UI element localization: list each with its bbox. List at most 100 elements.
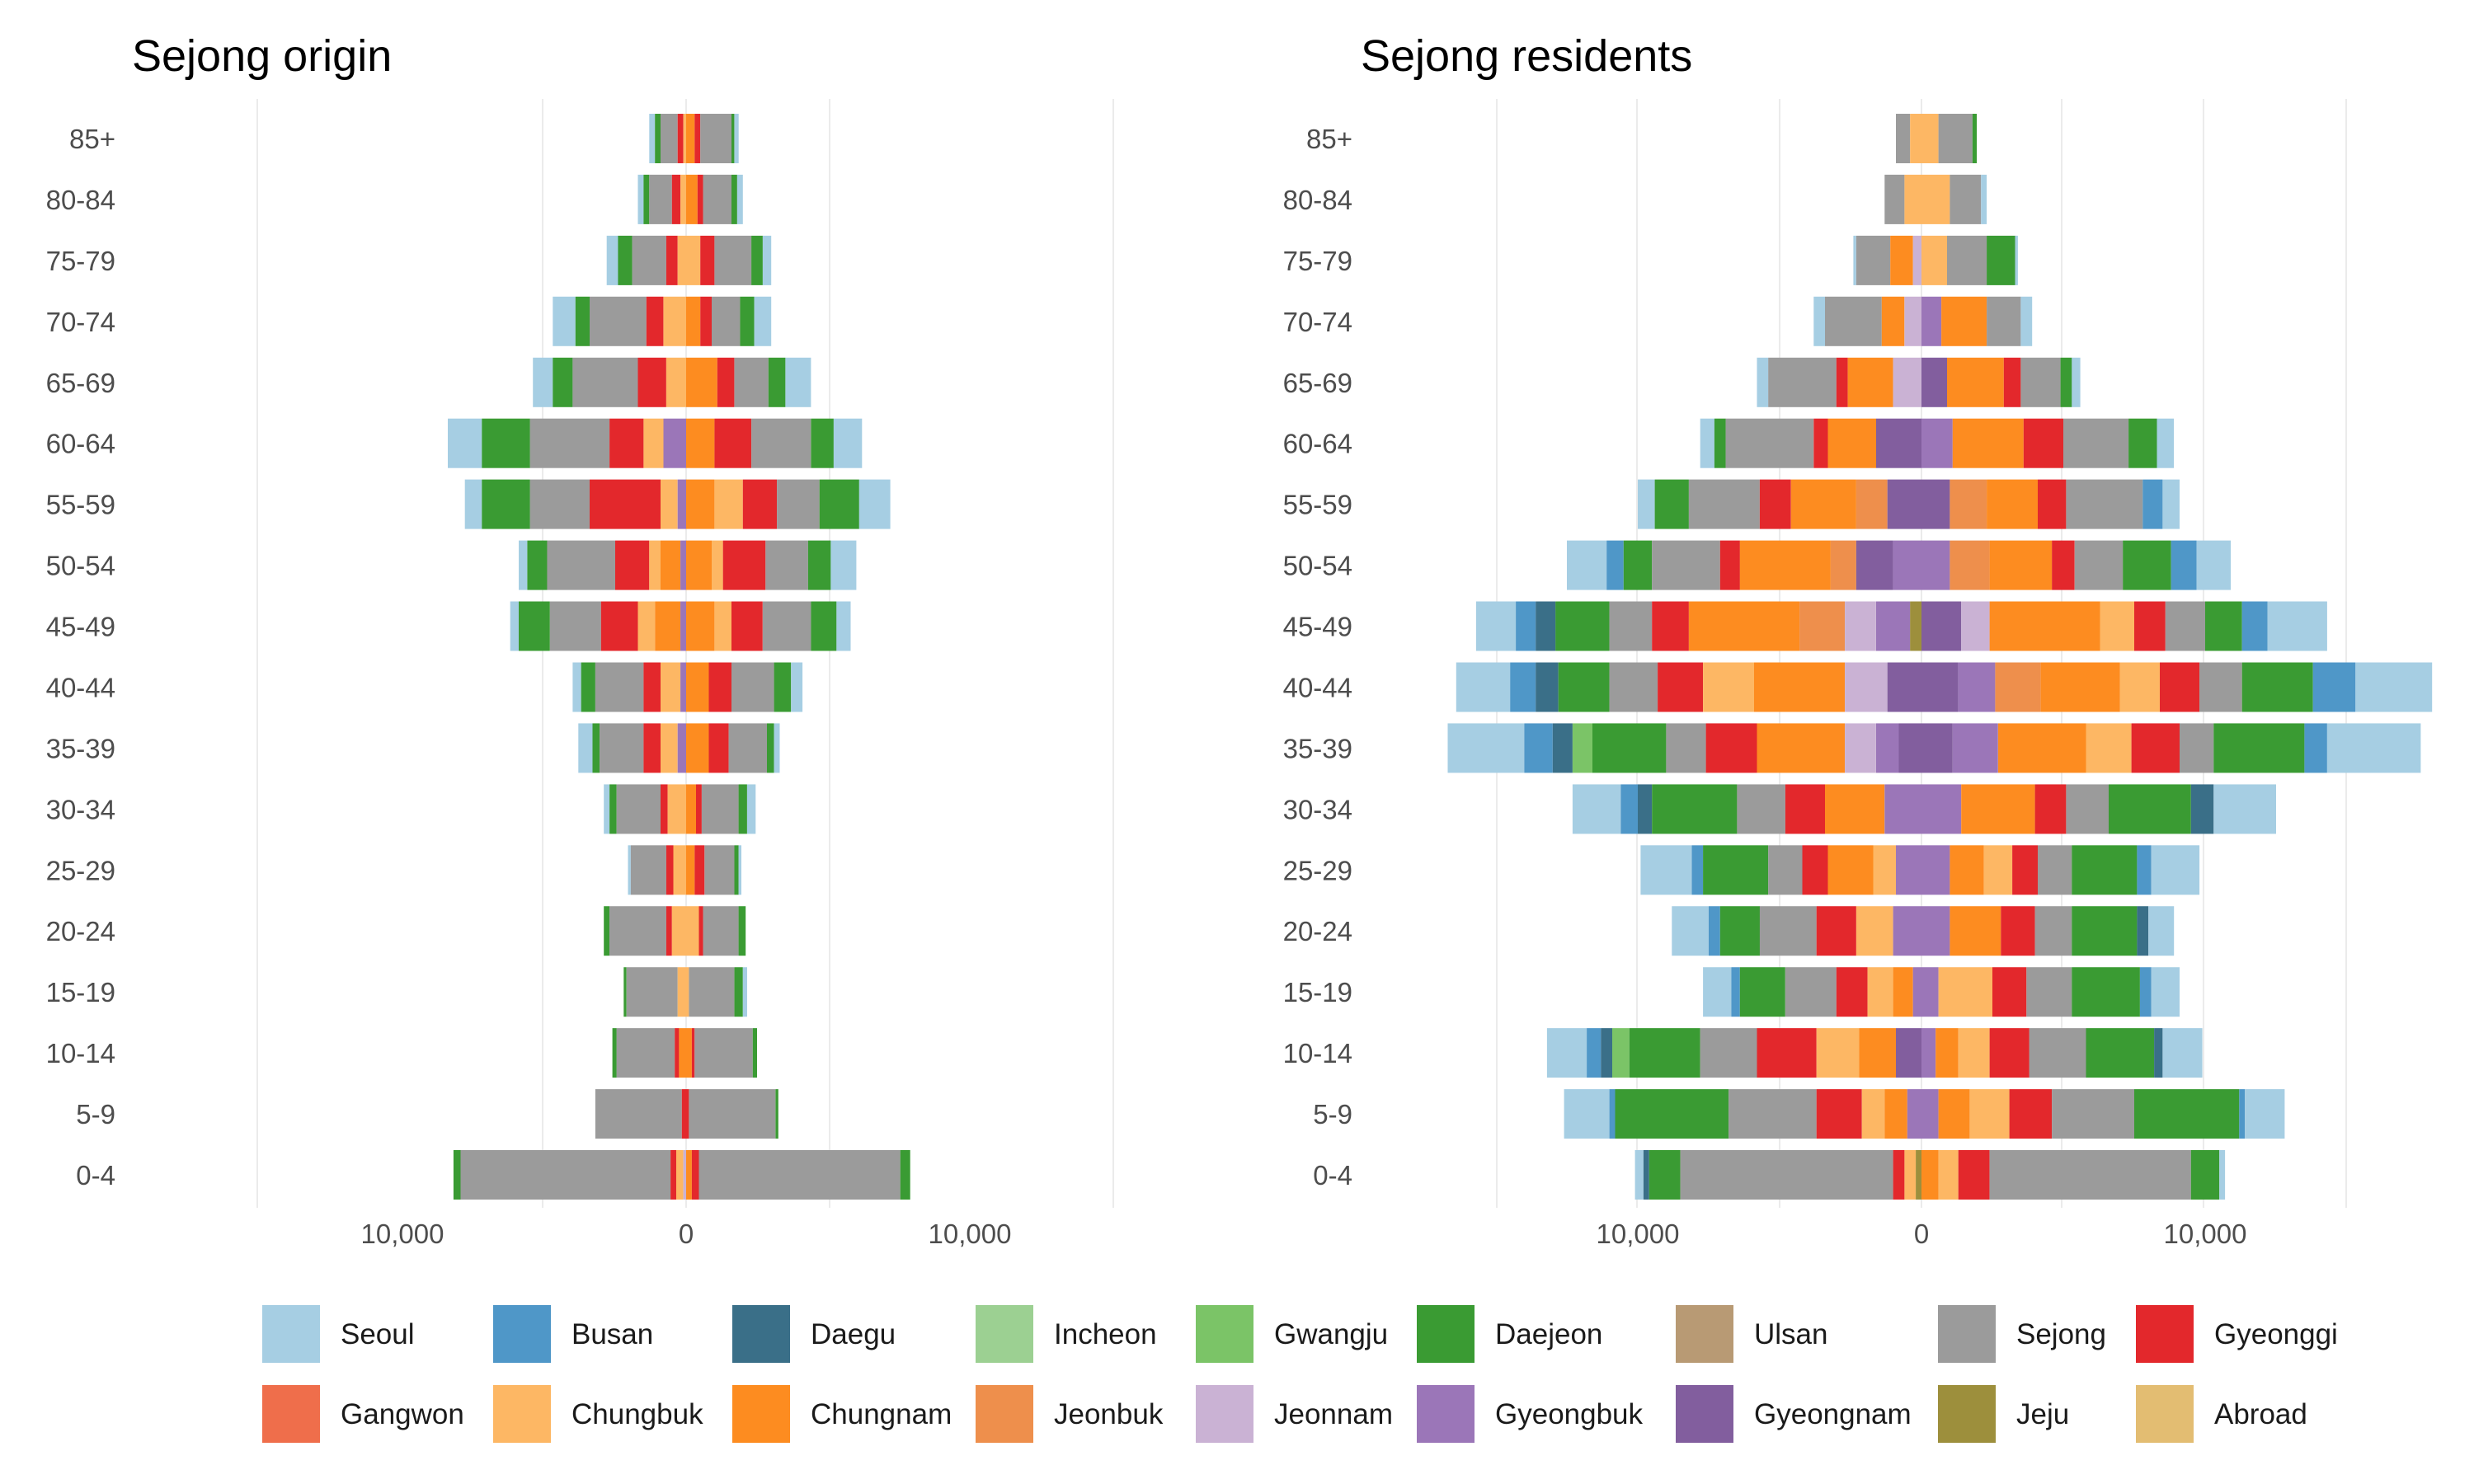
bar-segment-gyeonggi [742,479,778,529]
legend-swatch [493,1385,551,1443]
bar-segment-sejong [694,1028,753,1078]
panel-title: Sejong residents [1361,31,1692,81]
bar-segment-gyeonggi [1813,418,1828,468]
bar-segment-daegu [1536,601,1556,651]
bar-segment-sejong [1759,906,1817,956]
legend-swatch [1196,1305,1253,1363]
bar-segment-daejeon [482,418,530,468]
bar-segment-chungbuk [667,784,686,834]
bar-segment-chungnam [686,540,712,590]
bar-segment-gyeongbuk [1893,906,1921,956]
bar-segment-busan [1516,601,1536,651]
bar-segment-seoul [2196,540,2231,590]
bar-segment-gyeongbuk [1921,784,1962,834]
bar-segment-sejong [547,540,615,590]
bar-segment-chungbuk [686,967,689,1017]
legend-item-sejong: Sejong [1938,1305,2106,1363]
bar-segment-gyeongbuk [663,418,686,468]
legend-label: Abroad [2214,1398,2307,1430]
bar-segment-daegu [1643,1150,1649,1200]
bar-segment-daejeon [819,479,859,529]
bar-segment-seoul [1700,418,1714,468]
panel-title: Sejong origin [132,31,392,81]
bar-5-9 [1564,1089,2285,1139]
bar-segment-chungnam [1989,601,2100,651]
bar-segment-gyeonggi [2131,723,2180,773]
bar-segment-chungnam [655,601,681,651]
age-label: 45-49 [1283,612,1352,642]
bar-segment-daejeon [1714,418,1726,468]
bar-segment-gyeongnam [1921,662,1959,712]
age-label: 55-59 [1283,490,1352,520]
bar-segment-sejong [2029,1028,2086,1078]
bar-40-44 [572,662,803,712]
bar-segment-chungbuk [661,479,678,529]
bar-segment-chungnam [1825,784,1885,834]
age-label: 50-54 [46,551,115,581]
bar-segment-seoul [2326,723,2421,773]
bar-segment-chungnam [1884,1089,1907,1139]
bar-segment-jeonnam [1893,357,1921,407]
bar-segment-chungbuk [1904,1150,1917,1200]
bar-segment-daejeon [775,1089,778,1139]
bar-segment-sejong [689,1089,776,1139]
bar-segment-gyeongnam [1921,357,1947,407]
bar-segment-chungnam [1893,967,1913,1017]
bar-segment-gyeonggi [1893,1150,1905,1200]
bar-segment-jeonnam [1845,723,1876,773]
bar-segment-seoul [762,235,772,285]
bar-segment-seoul [734,114,739,163]
bar-segment-gwangju [1572,723,1592,773]
bar-segment-seoul [785,357,811,407]
bar-segment-sejong [1947,235,1987,285]
bar-segment-chungbuk [1983,845,2013,895]
bar-segment-sejong [1989,1150,2191,1200]
bar-segment-gyeonggi [722,540,766,590]
bar-segment-chungnam [686,784,696,834]
bar-segment-daegu [1638,784,1653,834]
bar-segment-seoul [1634,1150,1644,1200]
bar-segment-jeonbuk [1995,662,2041,712]
bar-segment-daejeon [575,296,590,346]
bar-55-59 [464,479,891,529]
bar-segment-jeonnam [1845,662,1888,712]
bar-segment-seoul [1757,357,1769,407]
bar-segment-gyeongbuk [680,540,686,590]
bar-segment-gyeonggi [1836,967,1868,1017]
bar-segment-daejeon [581,662,595,712]
bar-segment-daejeon [738,784,747,834]
bar-segment-chungbuk [671,906,686,956]
age-label: 30-34 [1283,794,1352,824]
bar-segment-chungnam [686,418,715,468]
age-label: 30-34 [46,794,115,824]
bar-segment-daejeon [482,479,530,529]
legend-item-daejeon: Daejeon [1417,1305,1602,1363]
legend-item-ulsan: Ulsan [1676,1305,1827,1363]
legend-item-gangwon: Gangwon [262,1385,464,1443]
bar-segment-sejong [609,906,666,956]
bar-segment-gyeonggi [661,784,668,834]
bar-segment-daejeon [553,357,573,407]
bar-segment-chungbuk [1921,114,1939,163]
bar-segment-busan [2304,723,2327,773]
bar-segment-chungbuk [1904,174,1921,224]
bar-0-4 [1634,1150,2226,1200]
bar-0-4 [453,1150,910,1200]
bar-segment-chungnam [1935,1028,1959,1078]
bar-segment-gyeonggi [590,479,661,529]
bar-segment-busan [2137,845,2152,895]
bar-segment-daejeon [618,235,633,285]
legend-swatch [1676,1385,1733,1443]
bar-segment-gyeongnam [1887,662,1921,712]
x-tick-label: 10,000 [361,1219,444,1249]
bar-segment-gyeonggi [1989,1028,2030,1078]
bar-segment-jeonnam [1904,296,1921,346]
bar-segment-seoul [1703,967,1732,1017]
bar-segment-daejeon [1703,845,1769,895]
legend-label: Busan [571,1318,653,1350]
bar-segment-sejong [1666,723,1706,773]
legend-item-gyeongnam: Gyeongnam [1676,1385,1912,1443]
bar-segment-sejong [1729,1089,1817,1139]
bar-segment-sejong [2063,418,2129,468]
bar-segment-sejong [1725,418,1814,468]
